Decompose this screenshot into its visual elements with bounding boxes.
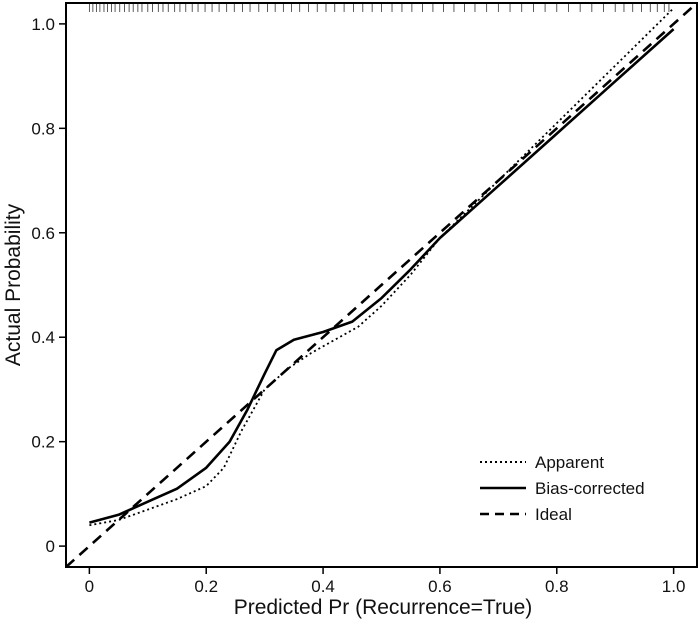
series-apparent [89, 7, 675, 527]
series-ideal [65, 2, 698, 568]
x-tick-label: 0.4 [311, 577, 335, 596]
legend: Apparent Bias-corrected Ideal [480, 453, 645, 524]
plot-frame [65, 2, 698, 568]
y-tick-label: 0 [46, 537, 55, 556]
legend-label-bias-corrected: Bias-corrected [535, 479, 645, 498]
x-axis-label: Predicted Pr (Recurrence=True) [234, 596, 533, 619]
rug-marks [88, 3, 670, 12]
x-tick-label: 0.2 [194, 577, 218, 596]
x-tick-label: 0 [85, 577, 94, 596]
x-tick-label: 0.8 [545, 577, 569, 596]
y-axis-ticks: 0 0.2 0.4 0.6 0.8 1.0 [31, 15, 66, 556]
x-tick-label: 0.6 [428, 577, 452, 596]
y-axis-label: Actual Probability [2, 203, 25, 366]
y-tick-label: 0.2 [31, 433, 55, 452]
x-axis-ticks: 0 0.2 0.4 0.6 0.8 1.0 [85, 567, 686, 596]
legend-label-ideal: Ideal [535, 505, 572, 524]
y-tick-label: 1.0 [31, 15, 55, 34]
x-tick-label: 1.0 [662, 577, 686, 596]
y-tick-label: 0.4 [31, 328, 55, 347]
legend-label-apparent: Apparent [535, 453, 604, 472]
y-tick-label: 0.6 [31, 224, 55, 243]
y-tick-label: 0.8 [31, 119, 55, 138]
series-bias-corrected [89, 28, 675, 524]
series-layer [65, 2, 698, 568]
